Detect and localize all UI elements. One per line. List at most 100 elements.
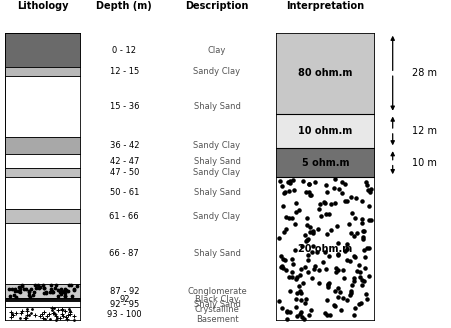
Point	[302, 189, 309, 195]
Point	[306, 193, 313, 198]
Point	[363, 246, 370, 251]
Point	[331, 266, 339, 271]
Point	[295, 208, 302, 213]
Point	[291, 221, 298, 226]
Text: 66 - 87: 66 - 87	[109, 249, 139, 258]
Text: Sandy Clay: Sandy Clay	[193, 212, 240, 221]
Point	[367, 217, 374, 223]
Point	[323, 313, 330, 318]
Point	[28, 306, 36, 312]
Bar	[5, 137, 81, 154]
Point	[66, 312, 74, 317]
Point	[350, 254, 357, 259]
Point	[360, 255, 368, 260]
Point	[68, 283, 75, 288]
Point	[334, 251, 341, 256]
Point	[322, 189, 330, 195]
Point	[276, 178, 283, 184]
Point	[303, 215, 310, 221]
Point	[23, 313, 31, 318]
Point	[342, 257, 350, 263]
Point	[48, 307, 55, 312]
Point	[325, 211, 332, 216]
Point	[345, 222, 352, 227]
Point	[300, 264, 308, 270]
Point	[349, 275, 356, 280]
Point	[51, 285, 59, 291]
Point	[343, 199, 350, 204]
Point	[331, 288, 338, 294]
Point	[304, 253, 311, 258]
Point	[359, 229, 366, 234]
Point	[342, 247, 350, 252]
Point	[342, 297, 350, 303]
Point	[357, 216, 364, 222]
Point	[304, 236, 311, 242]
Point	[331, 177, 338, 182]
Point	[362, 296, 369, 301]
Point	[279, 256, 286, 262]
Point	[35, 286, 42, 291]
Text: 92 - 95: 92 - 95	[110, 299, 138, 309]
Point	[11, 292, 18, 297]
Point	[291, 277, 299, 282]
Point	[297, 290, 304, 295]
Point	[11, 286, 18, 292]
Point	[306, 192, 313, 197]
Point	[330, 200, 337, 205]
Point	[16, 289, 23, 295]
Point	[320, 199, 327, 204]
Point	[308, 228, 316, 233]
Bar	[275, 148, 374, 177]
Point	[42, 290, 50, 295]
Point	[25, 292, 32, 297]
Point	[61, 308, 68, 314]
Point	[340, 276, 347, 281]
Point	[350, 312, 357, 317]
Point	[359, 228, 367, 234]
Point	[283, 309, 290, 314]
Point	[314, 206, 322, 212]
Point	[341, 199, 348, 204]
Point	[311, 263, 318, 268]
Point	[301, 232, 308, 237]
Text: 12 - 15: 12 - 15	[110, 67, 138, 76]
Text: 0 - 12: 0 - 12	[112, 46, 136, 55]
Point	[66, 282, 73, 288]
Text: 61 - 66: 61 - 66	[109, 212, 139, 221]
Point	[23, 309, 31, 314]
Point	[330, 302, 337, 307]
Text: 47 - 50: 47 - 50	[110, 168, 138, 177]
Text: Geophysical
Interpretation: Geophysical Interpretation	[286, 0, 364, 11]
Text: Conglomerate: Conglomerate	[187, 287, 246, 296]
Point	[287, 256, 295, 261]
Point	[8, 286, 15, 291]
Point	[53, 317, 60, 322]
Point	[63, 314, 70, 319]
Point	[336, 307, 344, 313]
Bar	[5, 177, 81, 209]
Point	[339, 296, 346, 301]
Point	[330, 186, 337, 191]
Bar	[5, 284, 81, 298]
Point	[309, 267, 317, 272]
Point	[307, 308, 314, 313]
Bar	[5, 68, 81, 76]
Point	[279, 229, 286, 234]
Point	[322, 211, 329, 216]
Text: Crystalline
Basement: Crystalline Basement	[194, 304, 239, 324]
Point	[6, 294, 14, 299]
Point	[58, 307, 65, 312]
Point	[70, 286, 77, 292]
Point	[281, 268, 289, 273]
Point	[22, 316, 29, 321]
Point	[50, 289, 57, 295]
Point	[52, 282, 59, 288]
Point	[322, 232, 330, 237]
Point	[50, 310, 57, 316]
Point	[299, 178, 306, 183]
Point	[313, 226, 321, 232]
Point	[327, 227, 334, 232]
Point	[29, 292, 36, 297]
Point	[297, 309, 304, 314]
